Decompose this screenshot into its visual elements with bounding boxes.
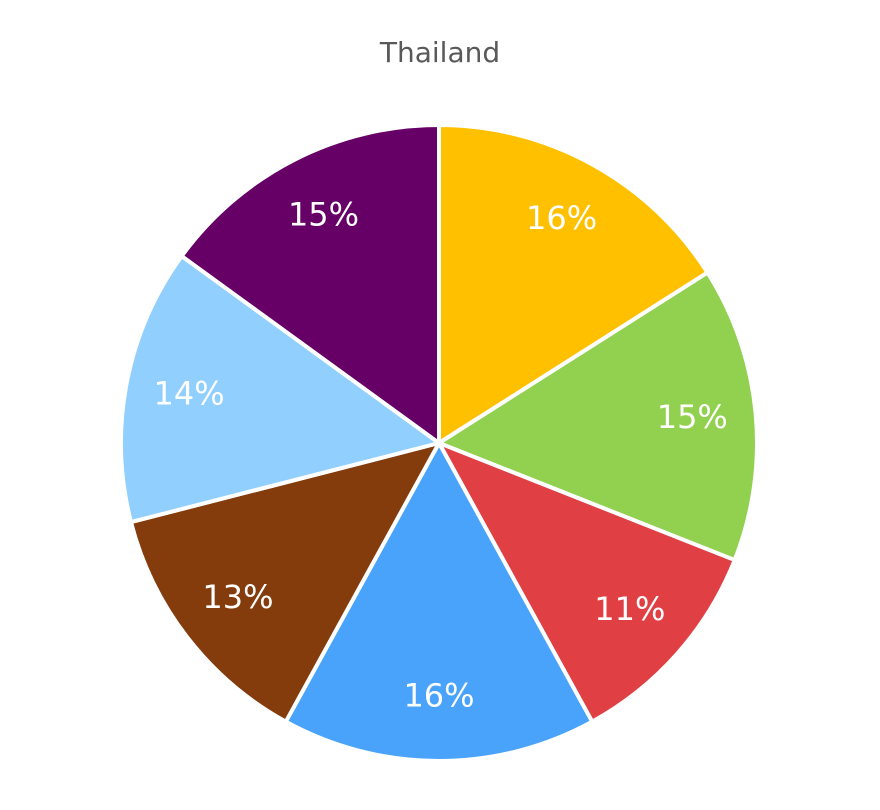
pie-slice bbox=[128, 441, 441, 724]
chart-title: Thailand bbox=[379, 36, 500, 69]
pie-slice bbox=[119, 254, 441, 525]
pie-slice bbox=[283, 441, 595, 764]
data-label: 15% bbox=[288, 195, 359, 233]
data-label: 16% bbox=[526, 199, 597, 237]
data-label: 14% bbox=[154, 374, 225, 412]
data-label: 16% bbox=[403, 676, 474, 714]
pie-slice bbox=[437, 123, 710, 445]
data-label: 11% bbox=[594, 590, 665, 628]
pie-slice bbox=[179, 123, 441, 445]
data-label: 15% bbox=[657, 398, 728, 436]
pie-slice bbox=[437, 441, 737, 724]
pie-slice bbox=[437, 270, 759, 563]
data-label: 13% bbox=[202, 578, 273, 616]
